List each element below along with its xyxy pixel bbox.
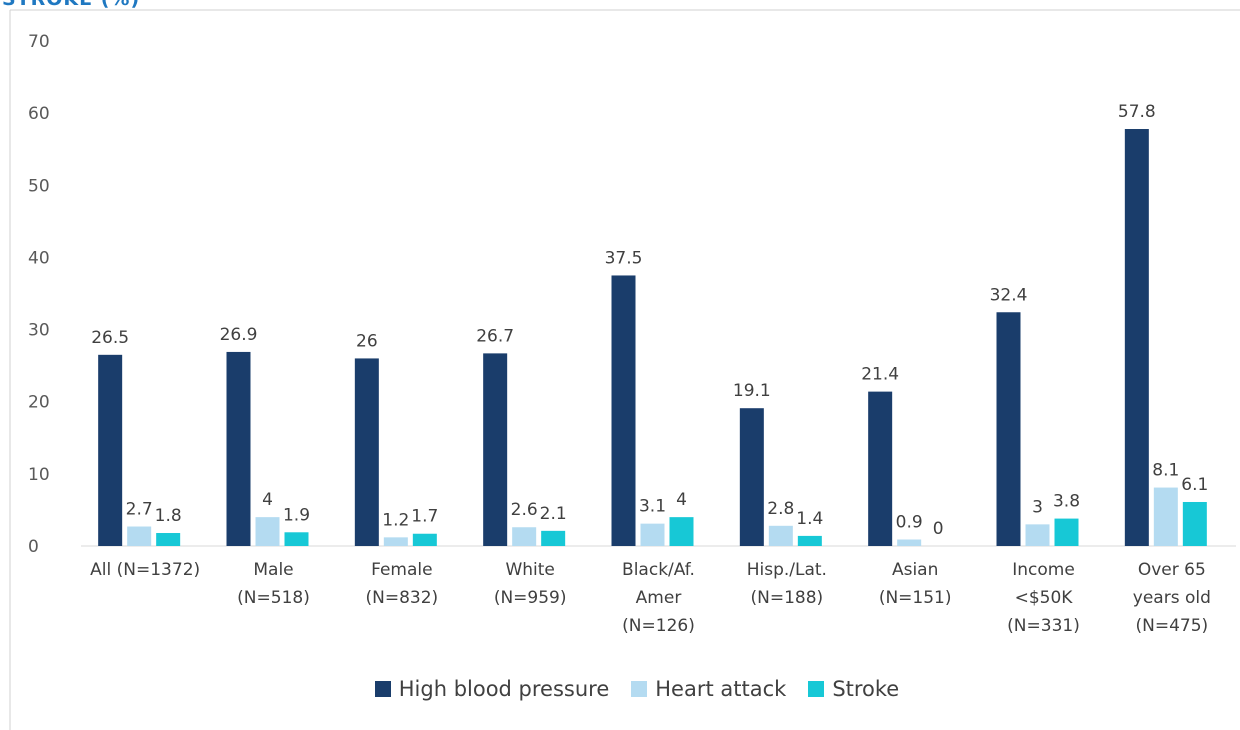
legend-item: Stroke xyxy=(808,677,899,701)
bar xyxy=(768,525,793,546)
y-tick-label: 70 xyxy=(28,32,50,52)
bar xyxy=(156,533,181,546)
data-label: 1.2 xyxy=(382,510,409,530)
bar xyxy=(1025,524,1050,546)
bar xyxy=(483,353,508,546)
data-label: 6.1 xyxy=(1181,475,1208,495)
x-tick-label: Black/Af. Amer (N=126) xyxy=(622,560,695,636)
data-label: 0 xyxy=(933,519,944,539)
data-label: 26.9 xyxy=(220,325,258,345)
y-tick-label: 30 xyxy=(28,321,50,341)
data-label: 19.1 xyxy=(733,381,771,401)
data-label: 4 xyxy=(262,490,273,510)
bar xyxy=(226,351,251,546)
bar xyxy=(611,275,636,546)
legend-label: High blood pressure xyxy=(398,677,610,701)
legend-label: Heart attack xyxy=(655,677,787,701)
legend-item: High blood pressure xyxy=(374,677,610,701)
data-label: 21.4 xyxy=(861,365,899,385)
data-label: 1.8 xyxy=(155,506,182,526)
legend-swatch xyxy=(631,681,648,697)
x-tick-label: White (N=959) xyxy=(493,560,567,608)
y-tick-label: 50 xyxy=(28,176,50,196)
data-label: 57.8 xyxy=(1118,102,1156,122)
data-label: 2.7 xyxy=(126,500,153,520)
data-label: 1.4 xyxy=(796,509,823,529)
bar xyxy=(512,527,537,546)
bar xyxy=(1182,501,1207,546)
legend-swatch xyxy=(808,681,825,697)
bar xyxy=(354,358,379,546)
legend-label: Stroke xyxy=(832,677,900,701)
data-label: 26 xyxy=(356,331,378,351)
bar xyxy=(255,517,280,546)
y-tick-label: 40 xyxy=(28,248,50,268)
bar xyxy=(98,354,123,546)
bar xyxy=(640,523,665,546)
chart-title: STROKE (%) xyxy=(2,0,140,10)
bar xyxy=(383,537,408,546)
data-label: 3.8 xyxy=(1053,492,1080,512)
x-tick-label: Female (N=832) xyxy=(365,560,439,608)
x-tick-label: Hisp./Lat. (N=188) xyxy=(746,560,827,608)
data-label: 3 xyxy=(1032,497,1043,517)
data-label: 37.5 xyxy=(605,248,643,268)
bar xyxy=(412,533,437,546)
data-label: 1.9 xyxy=(283,505,310,525)
data-label: 32.4 xyxy=(990,285,1028,305)
bar xyxy=(797,535,822,546)
bar xyxy=(1153,487,1178,546)
bar xyxy=(868,391,893,546)
data-label: 8.1 xyxy=(1152,461,1179,481)
bar xyxy=(897,539,922,546)
bar xyxy=(669,517,694,546)
legend-item: Heart attack xyxy=(631,677,786,701)
y-tick-label: 60 xyxy=(28,104,50,124)
data-label: 26.5 xyxy=(91,328,129,348)
data-label: 2.6 xyxy=(511,500,538,520)
bar xyxy=(739,408,764,546)
data-label: 26.7 xyxy=(476,326,514,346)
y-tick-label: 10 xyxy=(28,465,50,485)
bar xyxy=(996,312,1021,546)
x-tick-label: Over 65 years old (N=475) xyxy=(1132,560,1211,636)
data-label: 0.9 xyxy=(896,513,923,533)
data-label: 2.1 xyxy=(540,504,567,524)
bar xyxy=(284,532,309,546)
legend: High blood pressure Heart attack Stroke xyxy=(0,677,1240,701)
bar xyxy=(541,530,566,546)
data-label: 1.7 xyxy=(411,507,438,527)
data-label: 2.8 xyxy=(767,499,794,519)
data-label: 4 xyxy=(676,490,687,510)
x-tick-label: All (N=1372) xyxy=(90,560,201,580)
y-tick-label: 0 xyxy=(28,537,39,557)
x-tick-label: Male (N=518) xyxy=(237,560,310,608)
x-tick-label: Income <$50K (N=331) xyxy=(1007,560,1080,636)
bar xyxy=(1054,518,1079,546)
x-tick-label: Asian (N=151) xyxy=(878,560,952,608)
bar xyxy=(1124,129,1149,546)
data-label: 3.1 xyxy=(639,497,666,517)
bar xyxy=(127,526,152,546)
y-tick-label: 20 xyxy=(28,393,50,413)
legend-swatch xyxy=(374,681,391,697)
